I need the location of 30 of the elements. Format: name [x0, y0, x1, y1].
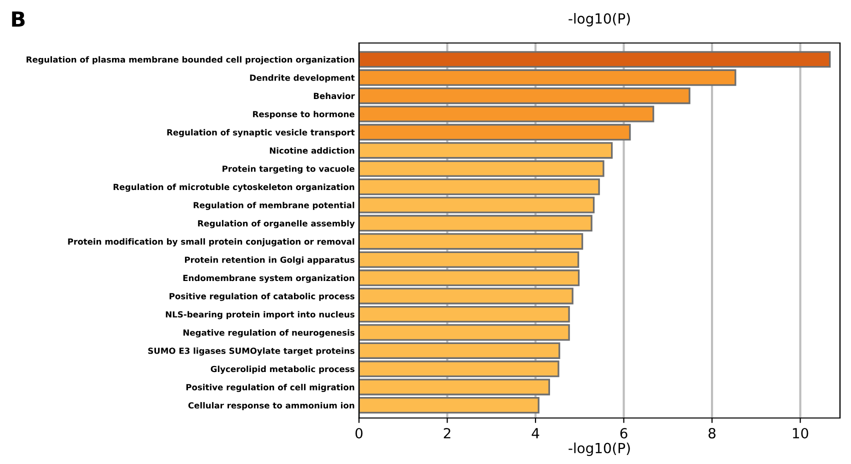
x-tick-label: 8: [708, 428, 716, 438]
x-tick-label: 10: [792, 428, 808, 438]
y-tick-label: Cellular response to ammonium ion: [188, 402, 354, 410]
y-tick-label: SUMO E3 ligases SUMOylate target proteins: [148, 347, 354, 356]
y-tick-label: NLS-bearing protein import into nucleus: [166, 311, 354, 320]
bar: [359, 51, 831, 68]
y-tick-label: Dendrite development: [250, 74, 355, 82]
y-tick-label: Regulation of plasma membrane bounded cell projection organization: [26, 56, 354, 64]
y-tick-label: Regulation of organelle assembly: [198, 220, 355, 228]
x-axis-title: -log10(P): [568, 442, 630, 456]
x-tick-label: 0: [355, 428, 362, 438]
x-tick-label: 6: [620, 428, 628, 438]
y-tick-label: Nicotine addiction: [270, 147, 354, 154]
y-tick-label: Regulation of membrane potential: [194, 202, 354, 210]
text: B: [12, 11, 25, 27]
y-tick-label: Regulation of microtuble cytoskeleton organization: [114, 184, 354, 192]
y-tick-label: Protein retention in Golgi apparatus: [184, 256, 354, 265]
y-tick-label: Positive regulation of cell migration: [186, 384, 354, 392]
y-tick-label: Negative regulation of neurogenesis: [183, 329, 354, 338]
y-tick-label: Protein modification by small protein conjugation or removal: [68, 238, 354, 246]
y-tick-label: Response to hormone: [253, 110, 354, 119]
y-tick-label: Protein targeting to vacuole: [222, 165, 354, 174]
y-tick-label: Behavior: [314, 92, 355, 100]
y-tick-label: Glycerolipid metabolic process: [210, 366, 354, 374]
x-tick-label: 4: [532, 428, 540, 438]
x2-axis-title: -log10(P): [568, 13, 630, 26]
y-tick-label: Positive regulation of catabolic process: [170, 292, 354, 301]
y-tick-label: Endomembrane system organization: [183, 274, 354, 283]
y-tick-label: Regulation of synaptic vesicle transport: [167, 129, 355, 138]
x-tick-label: 2: [444, 428, 450, 438]
